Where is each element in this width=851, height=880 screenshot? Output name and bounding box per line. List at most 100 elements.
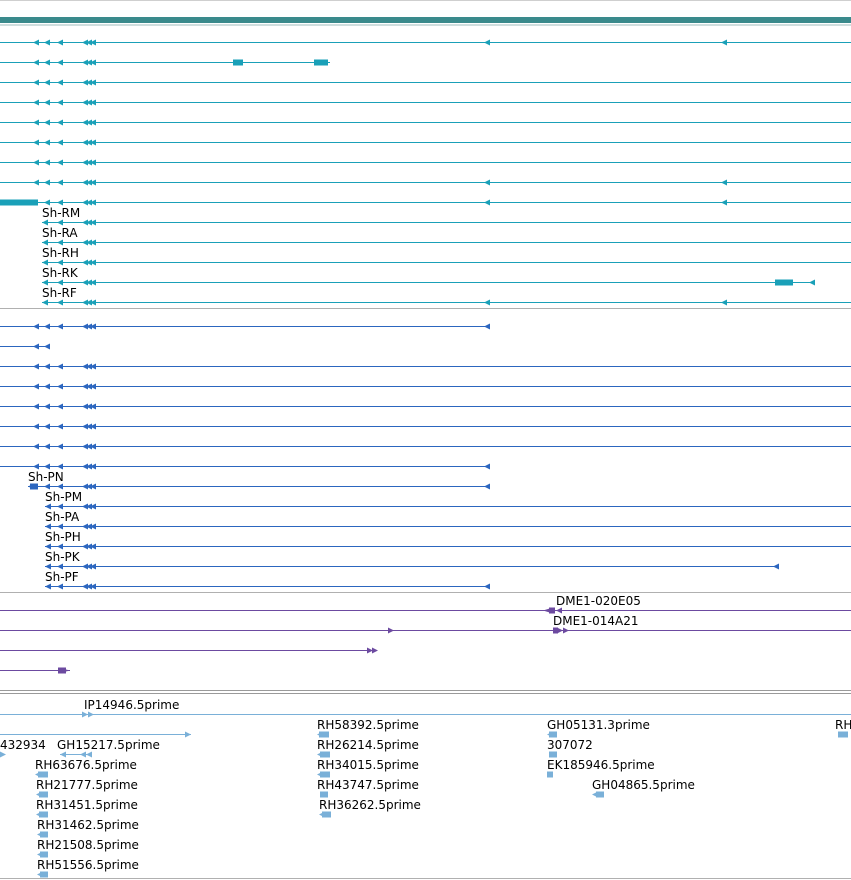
exon-block bbox=[319, 731, 329, 738]
exon-arrow-left bbox=[82, 239, 88, 246]
exon-arrow-left bbox=[57, 299, 63, 306]
exon-arrow-left bbox=[86, 403, 92, 410]
est-label[interactable]: RH63676.5prime bbox=[35, 758, 137, 772]
exon-arrow-left bbox=[44, 99, 50, 106]
exon-arrow-left bbox=[33, 403, 39, 410]
exon-arrow-left bbox=[82, 363, 88, 370]
exon-arrow-left bbox=[86, 79, 92, 86]
est-label[interactable]: RH31451.5prime bbox=[36, 798, 138, 812]
exon-arrow-left bbox=[35, 771, 41, 778]
exon-arrow-left bbox=[90, 423, 96, 430]
exon-arrow-left bbox=[57, 423, 63, 430]
exon-block bbox=[322, 811, 331, 818]
est-label[interactable]: 307072 bbox=[547, 738, 593, 752]
exon-arrow-left bbox=[86, 279, 92, 286]
exon-block bbox=[547, 771, 553, 778]
exon-arrow-left bbox=[44, 463, 50, 470]
exon-arrow-left bbox=[90, 259, 96, 266]
est-label[interactable]: RH58392.5prime bbox=[317, 718, 419, 732]
exon-arrow-left bbox=[721, 179, 727, 186]
clone-label[interactable]: DME1-020E05 bbox=[556, 594, 641, 608]
protein-label[interactable]: Sh-PA bbox=[45, 510, 80, 524]
protein-label[interactable]: Sh-PK bbox=[45, 550, 80, 564]
exon-block bbox=[549, 607, 555, 614]
exon-arrow-left bbox=[44, 179, 50, 186]
est-label[interactable]: GH05131.3prime bbox=[547, 718, 650, 732]
transcript-label[interactable]: Sh-RA bbox=[42, 226, 78, 240]
est-label[interactable]: 432934 bbox=[0, 738, 46, 752]
exon-arrow-left bbox=[86, 423, 92, 430]
exon-arrow-left bbox=[86, 523, 92, 530]
exon-arrow-left bbox=[57, 59, 63, 66]
exon-arrow-left bbox=[721, 199, 727, 206]
est-label[interactable]: RH43747.5prime bbox=[317, 778, 419, 792]
exon-arrow-left bbox=[57, 239, 63, 246]
protein-label[interactable]: Sh-PN bbox=[28, 470, 64, 484]
exon-arrow-left bbox=[33, 383, 39, 390]
transcript-label[interactable]: Sh-RH bbox=[42, 246, 79, 260]
est-label[interactable]: RH36262.5prime bbox=[319, 798, 421, 812]
exon-arrow-left bbox=[90, 383, 96, 390]
exon-arrow-left bbox=[44, 443, 50, 450]
exon-arrow-left bbox=[33, 99, 39, 106]
exon-arrow-left bbox=[57, 259, 63, 266]
est-label[interactable]: RH21508.5prime bbox=[37, 838, 139, 852]
est-label[interactable]: RH bbox=[835, 718, 851, 732]
exon-arrow-left bbox=[33, 79, 39, 86]
exon-arrow-left bbox=[82, 39, 88, 46]
exon-block bbox=[0, 199, 38, 206]
exon-block bbox=[40, 831, 48, 838]
exon-arrow-left bbox=[57, 363, 63, 370]
exon-arrow-left bbox=[36, 791, 42, 798]
est-label[interactable]: EK185946.5prime bbox=[547, 758, 655, 772]
exon-arrow-left bbox=[484, 199, 490, 206]
exon-arrow-left bbox=[33, 343, 39, 350]
est-label[interactable]: GH15217.5prime bbox=[57, 738, 160, 752]
exon-arrow-left bbox=[86, 219, 92, 226]
exon-arrow-left bbox=[484, 39, 490, 46]
exon-arrow-left bbox=[57, 323, 63, 330]
exon-arrow-left bbox=[44, 159, 50, 166]
exon-arrow-left bbox=[86, 39, 92, 46]
transcript-label[interactable]: Sh-RF bbox=[42, 286, 77, 300]
protein-label[interactable]: Sh-PH bbox=[45, 530, 81, 544]
exon-arrow-left bbox=[82, 279, 88, 286]
est-label[interactable]: RH51556.5prime bbox=[37, 858, 139, 872]
est-track bbox=[0, 711, 851, 878]
exon-arrow-left bbox=[42, 299, 48, 306]
exon-arrow-left bbox=[57, 39, 63, 46]
exon-arrow-left bbox=[86, 563, 92, 570]
exon-arrow-left bbox=[86, 119, 92, 126]
est-label[interactable]: RH34015.5prime bbox=[317, 758, 419, 772]
exon-arrow-left bbox=[57, 199, 63, 206]
exon-arrow-left bbox=[82, 523, 88, 530]
exon-arrow-left bbox=[86, 299, 92, 306]
exon-arrow-left bbox=[57, 99, 63, 106]
exon-arrow-left bbox=[44, 39, 50, 46]
est-label[interactable]: GH04865.5prime bbox=[592, 778, 695, 792]
exon-arrow-left bbox=[86, 323, 92, 330]
transcript-label[interactable]: Sh-RM bbox=[42, 206, 81, 220]
exon-arrow-left bbox=[82, 503, 88, 510]
exon-arrow-left bbox=[44, 323, 50, 330]
clone-label[interactable]: DME1-014A21 bbox=[553, 614, 639, 628]
protein-label[interactable]: Sh-PF bbox=[45, 570, 79, 584]
exon-arrow-left bbox=[90, 79, 96, 86]
transcript-label[interactable]: Sh-RK bbox=[42, 266, 78, 280]
est-label[interactable]: RH31462.5prime bbox=[37, 818, 139, 832]
clone-track bbox=[0, 607, 851, 674]
exon-arrow-left bbox=[57, 523, 63, 530]
exon-arrow-left bbox=[317, 731, 323, 738]
exon-arrow-left bbox=[45, 543, 51, 550]
est-label[interactable]: RH21777.5prime bbox=[36, 778, 138, 792]
exon-arrow-left bbox=[57, 179, 63, 186]
exon-arrow-right bbox=[185, 731, 191, 738]
exon-arrow-left bbox=[86, 503, 92, 510]
est-label[interactable]: IP14946.5prime bbox=[84, 698, 180, 712]
exon-arrow-left bbox=[57, 563, 63, 570]
exon-arrow-left bbox=[82, 219, 88, 226]
protein-label[interactable]: Sh-PM bbox=[45, 490, 83, 504]
est-label[interactable]: RH26214.5prime bbox=[317, 738, 419, 752]
exon-arrow-left bbox=[44, 119, 50, 126]
exon-arrow-left bbox=[90, 59, 96, 66]
